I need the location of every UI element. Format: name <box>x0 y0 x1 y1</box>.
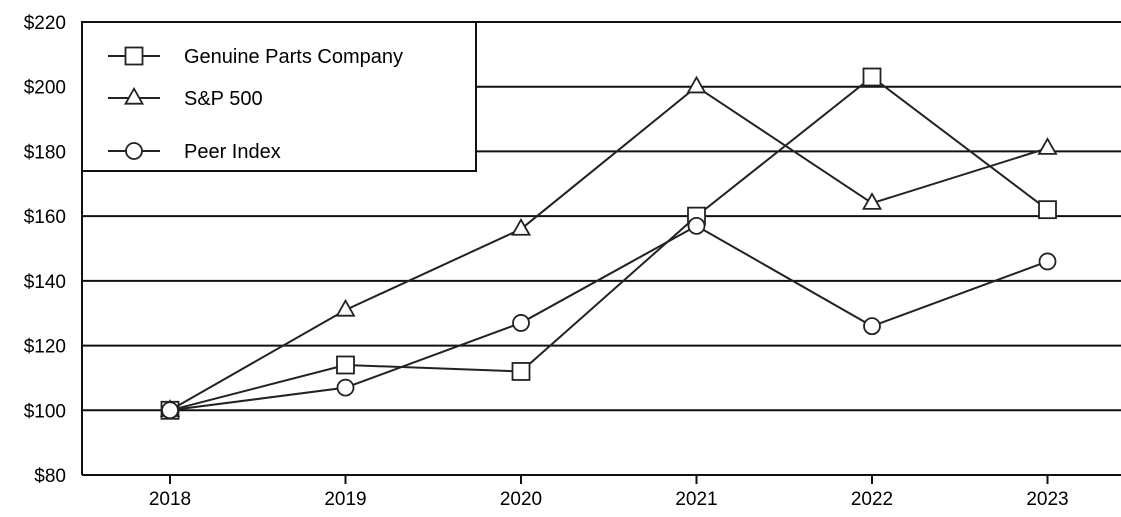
data-point-peer-index <box>687 216 706 235</box>
x-tick-label: 2021 <box>675 489 717 510</box>
series-line-genuine-parts-company <box>169 75 1049 412</box>
x-tick-label: 2019 <box>324 489 366 510</box>
y-tick-label: $180 <box>24 142 66 163</box>
series-group <box>159 67 1058 420</box>
data-point-sandp-500 <box>686 75 707 94</box>
series-sandp-500 <box>159 75 1058 417</box>
data-point-peer-index <box>512 314 530 332</box>
data-point-sandp-500 <box>861 192 883 210</box>
series-peer-index <box>161 216 1057 420</box>
y-tick-label: $160 <box>24 207 66 228</box>
data-point-genuine-parts-company <box>1038 200 1057 220</box>
legend: Genuine Parts Company S&P 500 Peer Index <box>81 21 477 172</box>
data-point-sandp-500 <box>335 298 356 317</box>
data-point-sandp-500 <box>510 217 532 236</box>
y-axis-tick-labels: $80 $100 $120 $140 $160 $180 $200 $220 <box>24 13 66 487</box>
x-tick-label: 2020 <box>500 489 542 510</box>
x-axis-tick-labels: 2018 2019 2020 2021 2022 2023 <box>149 489 1069 510</box>
legend-label: S&P 500 <box>184 88 263 110</box>
legend-box <box>81 21 477 172</box>
legend-label: Genuine Parts Company <box>184 46 403 68</box>
legend-item-genuine-parts-company: Genuine Parts Company <box>108 46 403 68</box>
y-tick-label: $200 <box>24 78 66 99</box>
y-tick-label: $220 <box>24 13 66 34</box>
x-tick-label: 2022 <box>851 489 893 510</box>
x-tick-label: 2023 <box>1026 489 1068 510</box>
legend-marker-circle <box>125 142 143 160</box>
y-tick-label: $140 <box>24 272 66 293</box>
data-point-peer-index <box>863 317 881 336</box>
series-line-peer-index <box>169 224 1048 412</box>
legend-item-sandp-500: S&P 500 <box>108 86 263 110</box>
data-point-sandp-500 <box>1037 137 1058 155</box>
y-tick-label: $80 <box>34 466 66 487</box>
legend-item-peer-index: Peer Index <box>108 141 281 163</box>
legend-label: Peer Index <box>184 141 281 163</box>
y-tick-label: $120 <box>24 337 66 358</box>
data-point-genuine-parts-company <box>511 362 531 381</box>
series-line-sandp-500 <box>169 85 1048 412</box>
data-point-genuine-parts-company <box>336 355 355 375</box>
legend-marker-square <box>124 46 144 66</box>
data-point-peer-index <box>161 401 179 420</box>
data-point-peer-index <box>1038 252 1057 271</box>
data-point-peer-index <box>336 378 355 397</box>
y-tick-label: $100 <box>24 401 66 422</box>
x-tick-label: 2018 <box>149 489 191 510</box>
legend-marker-triangle <box>123 86 145 105</box>
data-point-genuine-parts-company <box>862 67 882 87</box>
